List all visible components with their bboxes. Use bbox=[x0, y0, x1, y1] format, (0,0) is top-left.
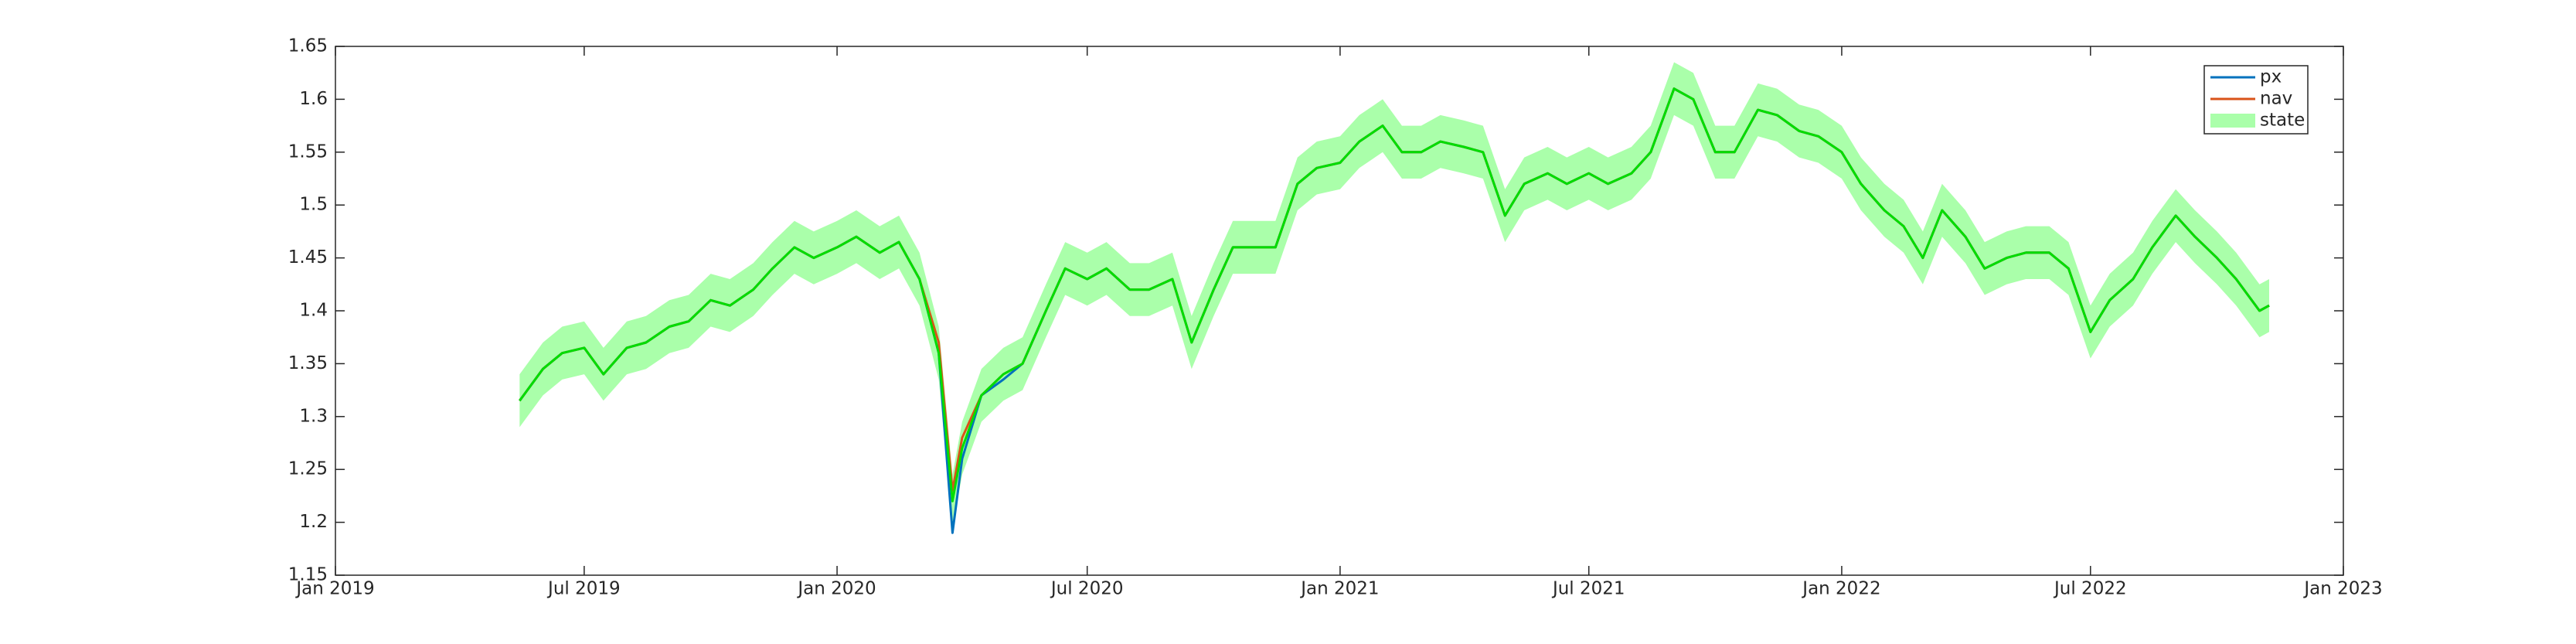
state-band bbox=[519, 62, 2269, 528]
x-tick-label: Jul 2020 bbox=[1050, 579, 1124, 599]
y-tick-label: 1.4 bbox=[299, 301, 328, 321]
y-tick-label: 1.35 bbox=[288, 353, 328, 373]
y-tick-label: 1.45 bbox=[288, 247, 328, 267]
legend-label: state bbox=[2260, 111, 2305, 131]
legend-swatch bbox=[2210, 114, 2255, 128]
x-tick-label: Jan 2022 bbox=[1801, 579, 1880, 599]
legend-label: nav bbox=[2260, 89, 2292, 109]
legend-label: px bbox=[2260, 67, 2282, 87]
x-tick-label: Jul 2021 bbox=[1551, 579, 1625, 599]
y-tick-label: 1.2 bbox=[299, 512, 328, 532]
y-tick-label: 1.15 bbox=[288, 565, 328, 585]
x-tick-label: Jan 2020 bbox=[796, 579, 876, 599]
x-tick-label: Jul 2019 bbox=[546, 579, 621, 599]
y-tick-label: 1.55 bbox=[288, 141, 328, 162]
x-tick-label: Jan 2021 bbox=[1299, 579, 1379, 599]
plot-frame bbox=[335, 46, 2344, 576]
y-tick-label: 1.5 bbox=[299, 195, 328, 215]
x-tick-label: Jan 2023 bbox=[2302, 579, 2382, 599]
y-tick-label: 1.3 bbox=[299, 406, 328, 426]
series-line bbox=[519, 87, 2270, 503]
x-tick-label: Jan 2019 bbox=[294, 579, 374, 599]
y-tick-label: 1.25 bbox=[288, 459, 328, 479]
x-tick-label: Jul 2022 bbox=[2053, 579, 2127, 599]
y-tick-label: 1.6 bbox=[299, 89, 328, 109]
y-tick-label: 1.65 bbox=[288, 36, 328, 56]
